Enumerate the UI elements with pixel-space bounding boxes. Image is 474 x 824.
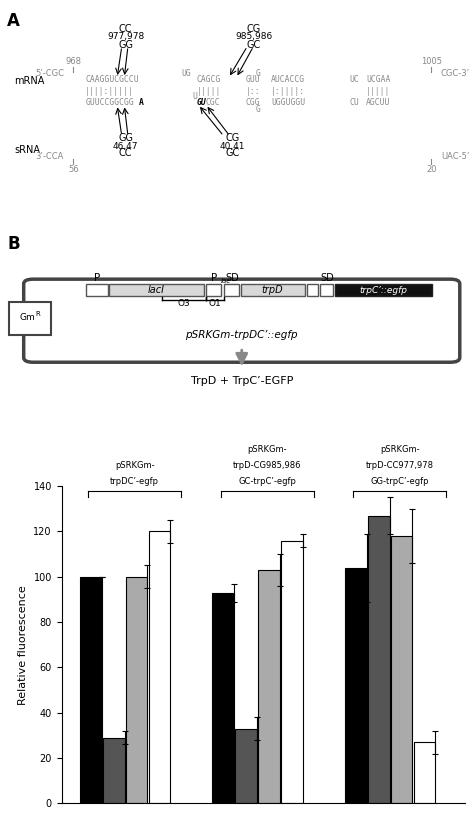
Text: UCGAA: UCGAA [366,75,390,84]
Text: 20: 20 [426,165,437,174]
Text: lacI: lacI [148,285,165,295]
Text: 3’-CCA: 3’-CCA [36,152,64,162]
Text: P: P [94,273,100,283]
Y-axis label: Relative fluorescence: Relative fluorescence [18,585,28,705]
Bar [103,737,125,803]
Text: SD: SD [320,273,334,283]
Text: B: B [7,236,20,253]
Text: CG: CG [225,133,239,143]
Bar [335,283,432,297]
Text: P: P [211,273,218,283]
Text: UC: UC [350,75,360,84]
Text: 985,986: 985,986 [235,32,272,41]
Text: CGG: CGG [246,98,260,107]
Bar [391,536,412,803]
Bar [307,283,318,297]
Bar [414,742,435,803]
Text: trpD: trpD [262,285,283,295]
Text: GU: GU [197,98,207,107]
Text: R: R [36,311,40,317]
Text: AUCACCG: AUCACCG [271,75,305,84]
Text: |::: |:: [246,87,260,96]
Text: pSRKGm-: pSRKGm- [380,446,419,455]
Text: Gm: Gm [19,313,36,322]
Text: CAAGGUCGCCU: CAAGGUCGCCU [85,75,139,84]
Text: 1005: 1005 [421,57,442,66]
Text: 46,47: 46,47 [113,142,138,151]
Text: 968: 968 [65,57,82,66]
Text: GG-trpC’-egfp: GG-trpC’-egfp [371,477,429,486]
Text: CC: CC [119,24,132,34]
Text: O1: O1 [209,299,221,308]
Text: CU: CU [350,98,360,107]
Text: GUU: GUU [246,75,260,84]
Text: CC: CC [119,148,132,158]
Bar [241,283,305,297]
Bar [206,283,221,297]
Bar [236,728,257,803]
Text: |:||||:: |:||||: [271,87,305,96]
Text: pSRKGm-trpDC’::egfp: pSRKGm-trpDC’::egfp [185,330,298,339]
Text: CG: CG [246,24,261,34]
Text: GG: GG [118,133,133,143]
Bar [345,568,367,803]
Bar [281,541,303,803]
Bar [320,283,333,297]
Text: SD: SD [225,273,239,283]
Bar [109,283,204,297]
Text: GUUCCGGCGG: GUUCCGGCGG [85,98,134,107]
Text: trpD-CG985,986: trpD-CG985,986 [233,461,301,471]
Text: trpC’::egfp: trpC’::egfp [359,286,408,295]
Text: mRNA: mRNA [14,76,45,86]
Bar [86,283,108,297]
Text: trpD-CC977,978: trpD-CC977,978 [366,461,434,471]
Bar [149,531,170,803]
Text: A: A [7,12,20,30]
Text: pSRKGm-: pSRKGm- [247,446,287,455]
FancyBboxPatch shape [24,279,460,363]
Text: UGGUGGU: UGGUGGU [271,98,305,107]
Text: G: G [256,68,261,77]
Bar [258,570,280,803]
Text: 977,978: 977,978 [107,32,144,41]
Text: |||||: ||||| [197,87,221,96]
Bar [80,577,101,803]
Text: |||||: ||||| [366,87,390,96]
Text: UG: UG [181,68,191,77]
Text: 56: 56 [68,165,79,174]
Text: U: U [192,91,197,101]
Text: CAGCG: CAGCG [197,75,221,84]
Text: UAC-5’: UAC-5’ [441,152,469,162]
Text: G: G [256,105,261,114]
Bar [212,592,234,803]
Bar [224,283,239,297]
Text: lac: lac [221,278,231,284]
Text: ||||:|||||: ||||:||||| [85,87,134,96]
Bar [126,577,147,803]
Text: sRNA: sRNA [14,145,40,155]
Text: GC-trpC’-egfp: GC-trpC’-egfp [238,477,296,486]
Bar [368,516,390,803]
Text: pSRKGm-: pSRKGm- [115,461,155,471]
Text: GG: GG [118,40,133,50]
Text: 5’-CGC: 5’-CGC [35,69,64,78]
Text: CGC: CGC [205,98,220,107]
Text: AGCUU: AGCUU [366,98,390,107]
Text: trpDC’-egfp: trpDC’-egfp [110,477,159,486]
Text: A: A [139,98,144,107]
Text: GC: GC [246,40,261,50]
Text: GC: GC [225,148,239,158]
Text: TrpD + TrpC’-EGFP: TrpD + TrpC’-EGFP [191,376,293,386]
Text: CGC-3’: CGC-3’ [441,69,470,78]
FancyBboxPatch shape [9,302,51,335]
Text: 40,41: 40,41 [219,142,245,151]
Text: O3: O3 [178,299,190,308]
